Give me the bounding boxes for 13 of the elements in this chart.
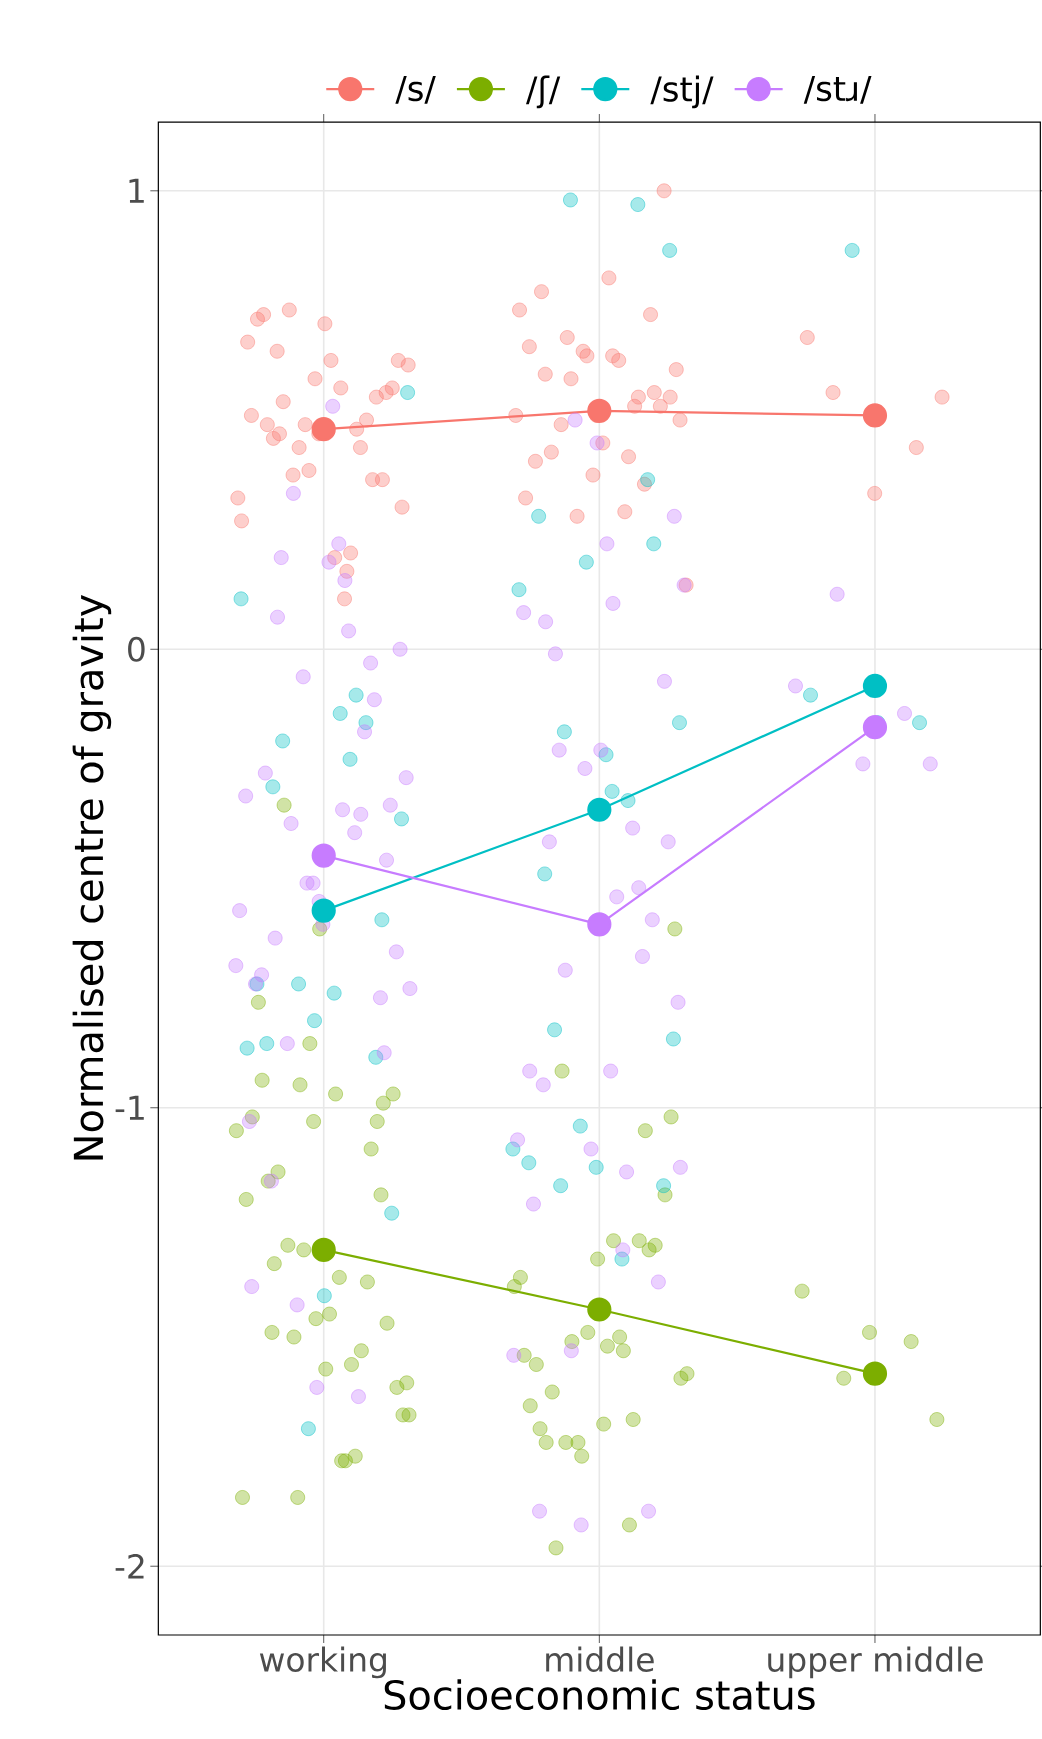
legend-label: /s/ [395, 76, 436, 104]
y-tick-label: 1 [129, 178, 144, 203]
x-tick-label: upper middle [768, 1646, 983, 1679]
y-tick-label: -2 [115, 1554, 144, 1579]
y-tick-label: -1 [115, 1095, 144, 1120]
x-tick-label: middle [546, 1646, 654, 1672]
legend-label: /stɹ/ [803, 76, 872, 104]
legend-label: /ʃ/ [525, 75, 561, 109]
x-axis-title: Socioeconomic status [384, 1679, 815, 1711]
legend-label: /stj/ [650, 75, 714, 109]
x-tick-label: working [259, 1646, 386, 1679]
y-axis-title: Normalised centre of gravity [72, 594, 112, 1160]
y-tick-label: 0 [127, 636, 145, 662]
